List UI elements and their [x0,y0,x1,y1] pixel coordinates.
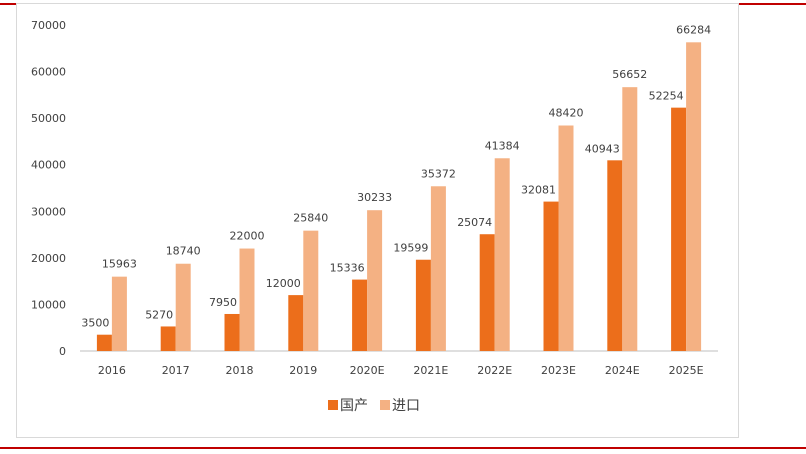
data-label-import: 25840 [293,212,328,225]
x-tick-label: 2016 [98,364,126,377]
data-label-domestic: 12000 [266,277,301,290]
bottom-red-rule [0,447,806,449]
data-label-import: 41384 [485,139,520,152]
bar-domestic [415,259,431,351]
data-label-import: 18740 [166,245,201,258]
x-tick-label: 2019 [289,364,317,377]
legend-label-domestic: 国产 [340,398,368,414]
bar-domestic [288,295,304,351]
data-label-domestic: 15336 [330,262,365,275]
data-label-domestic: 5270 [145,308,173,321]
legend-label-import: 进口 [392,398,420,414]
y-tick-label: 40000 [31,159,66,172]
bar-domestic [671,107,687,351]
data-label-import: 66284 [676,23,711,36]
data-label-domestic: 7950 [209,296,237,309]
y-tick-label: 60000 [31,66,66,79]
x-tick-label: 2017 [162,364,190,377]
x-tick-label: 2021E [413,364,448,377]
x-tick-label: 2023E [541,364,576,377]
y-tick-label: 70000 [31,19,66,32]
bar-domestic [543,201,559,351]
data-label-domestic: 40943 [585,142,620,155]
data-label-import: 22000 [230,230,265,243]
bar-import [494,158,510,351]
bar-domestic [160,326,176,351]
legend-swatch-domestic [328,400,338,410]
legend-swatch-import [380,400,390,410]
bar-import [622,87,638,351]
bar-domestic [96,334,112,351]
data-label-domestic: 52254 [649,90,684,103]
x-tick-label: 2022E [477,364,512,377]
bar-import [558,125,574,351]
bar-import [175,263,191,351]
data-label-import: 56652 [612,68,647,81]
bar-import [430,186,446,351]
bar-import [239,248,255,351]
bar-import [111,276,127,351]
y-tick-label: 0 [59,345,66,358]
bar-import [686,42,702,352]
data-label-import: 15963 [102,258,137,271]
x-tick-label: 2020E [350,364,385,377]
y-tick-label: 30000 [31,205,66,218]
data-label-import: 48420 [549,107,584,120]
x-tick-label: 2024E [605,364,640,377]
y-tick-label: 20000 [31,252,66,265]
y-tick-label: 10000 [31,298,66,311]
data-label-domestic: 25074 [457,216,492,229]
data-label-domestic: 32081 [521,184,556,197]
bar-import [367,210,383,351]
data-label-domestic: 3500 [81,317,109,330]
bar-domestic [352,279,368,351]
data-label-import: 35372 [421,167,456,180]
x-tick-label: 2018 [226,364,254,377]
bar-domestic [607,160,623,351]
bar-domestic [224,313,240,351]
data-label-domestic: 19599 [393,242,428,255]
bar-import [303,230,319,351]
bar-domestic [479,234,495,351]
data-label-import: 30233 [357,191,392,204]
x-tick-label: 2025E [669,364,704,377]
y-tick-label: 50000 [31,112,66,125]
